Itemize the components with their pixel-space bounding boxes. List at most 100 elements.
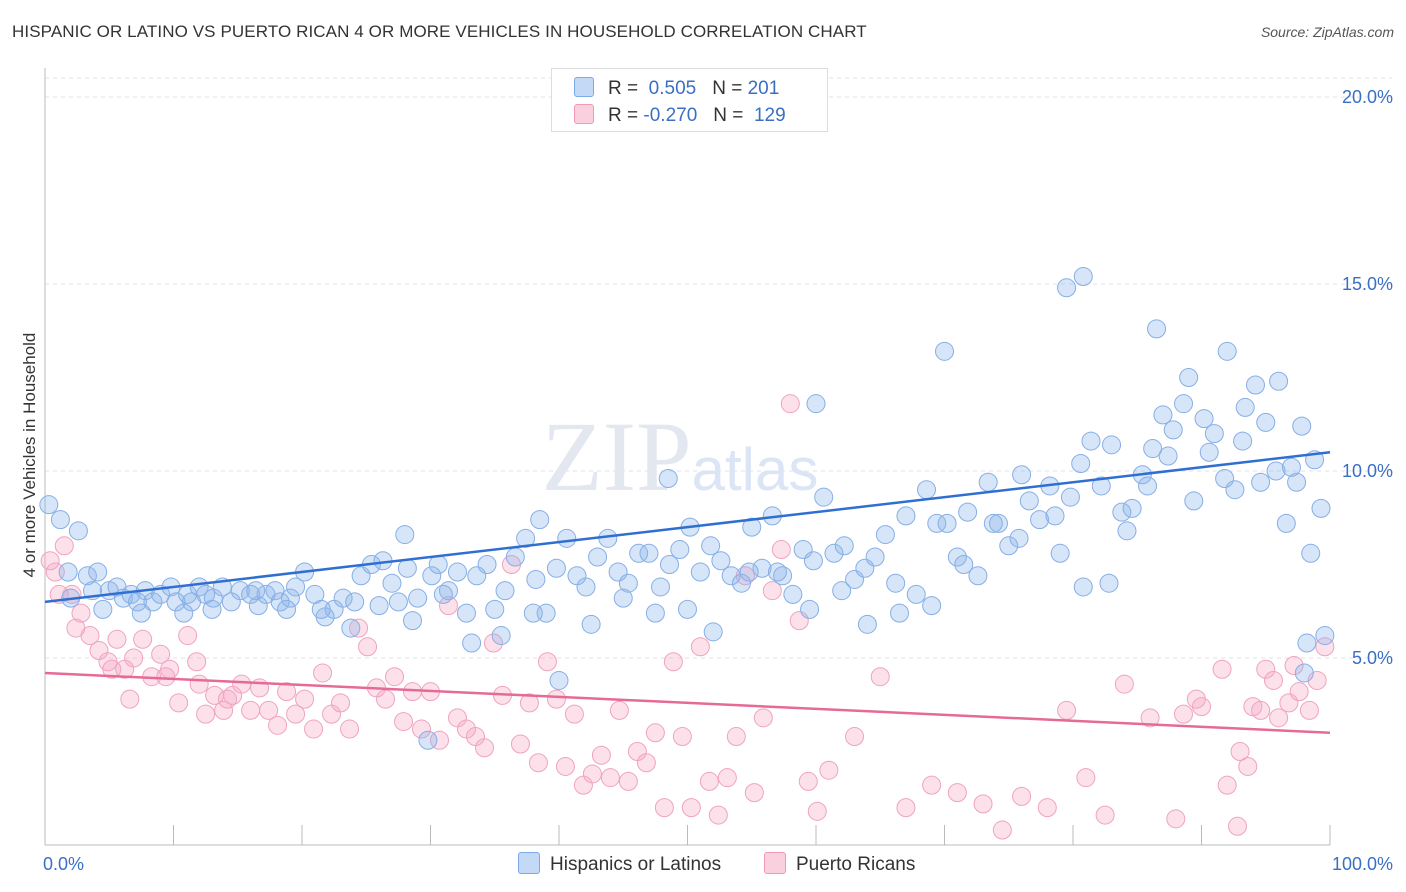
hispanic-point bbox=[230, 581, 250, 601]
hispanic-point bbox=[1179, 368, 1199, 387]
puerto-rican-point bbox=[1057, 700, 1077, 720]
puerto-rican-point bbox=[1289, 682, 1309, 702]
puerto-rican-point bbox=[992, 820, 1012, 840]
hispanic-point bbox=[576, 577, 596, 597]
hispanic-point bbox=[345, 592, 365, 612]
puerto-rican-point bbox=[331, 693, 351, 713]
hispanic-point bbox=[462, 633, 482, 653]
hispanic-point bbox=[1122, 498, 1142, 518]
hispanic-point bbox=[277, 599, 297, 619]
hispanic-point bbox=[711, 551, 731, 571]
puerto-rican-point bbox=[474, 738, 494, 758]
puerto-rican-trend-line bbox=[44, 671, 1331, 735]
hispanic-point bbox=[1292, 416, 1312, 436]
hispanic-point bbox=[742, 517, 762, 537]
puerto-rican-point bbox=[717, 768, 737, 788]
hispanic-point bbox=[77, 566, 97, 586]
hispanic-point bbox=[1050, 543, 1070, 563]
puerto-rican-point bbox=[403, 682, 423, 702]
axes bbox=[44, 68, 1331, 846]
hispanic-point bbox=[1235, 397, 1255, 417]
puerto-rican-point bbox=[66, 618, 86, 638]
hispanic-point bbox=[505, 547, 525, 567]
hispanic-point bbox=[128, 592, 148, 612]
puerto-rican-point bbox=[1230, 742, 1250, 761]
hispanic-point bbox=[660, 555, 680, 574]
hispanic-point bbox=[311, 599, 331, 619]
hispanic-point bbox=[265, 581, 285, 601]
watermark-logo: ZIPatlas bbox=[542, 401, 819, 512]
hispanic-point bbox=[1009, 528, 1029, 548]
puerto-rican-point bbox=[798, 771, 818, 791]
puerto-rican-point bbox=[187, 652, 207, 672]
puerto-rican-point bbox=[358, 637, 378, 657]
hispanic-point bbox=[388, 592, 408, 612]
n-label: N = bbox=[713, 105, 744, 126]
hispanic-point bbox=[875, 525, 895, 545]
hispanic-point bbox=[246, 581, 266, 601]
puerto-rican-point bbox=[133, 629, 153, 649]
hispanic-point bbox=[978, 472, 998, 492]
hispanic-point bbox=[983, 513, 1003, 533]
hispanic-point bbox=[557, 528, 577, 548]
hispanic-point bbox=[937, 513, 957, 533]
puerto-rican-point bbox=[349, 618, 369, 638]
bottom-legend-puerto-rican: Puerto Ricans bbox=[764, 852, 915, 876]
puerto-rican-point bbox=[412, 719, 432, 739]
hispanic-point bbox=[1225, 480, 1245, 500]
hispanic-point bbox=[1030, 510, 1050, 530]
puerto-rican-point bbox=[600, 768, 620, 788]
hispanic-point bbox=[1158, 446, 1178, 466]
puerto-rican-point bbox=[1299, 700, 1319, 720]
hispanic-point bbox=[581, 614, 601, 634]
hispanic-point bbox=[752, 558, 772, 578]
hispanic-point bbox=[857, 614, 877, 634]
n-label: N = bbox=[712, 78, 743, 99]
hispanic-point bbox=[1138, 476, 1158, 496]
hispanic-point bbox=[428, 555, 448, 574]
puerto-rican-point bbox=[340, 719, 360, 739]
hispanic-point bbox=[241, 584, 261, 604]
y-tick-label: 20.0% bbox=[1342, 87, 1393, 107]
hispanic-point bbox=[1073, 577, 1093, 597]
tick-labels: 5.0% 10.0% 15.0% 20.0% 0.0% 100.0% bbox=[43, 87, 1393, 874]
hispanic-point bbox=[1294, 663, 1314, 683]
hispanic-point bbox=[886, 573, 906, 593]
puerto-rican-point bbox=[196, 704, 216, 724]
bottom-legend-hispanic: Hispanics or Latinos bbox=[518, 852, 721, 876]
hispanic-point bbox=[369, 596, 389, 616]
hispanic-point bbox=[935, 341, 954, 361]
puerto-rican-point bbox=[672, 727, 692, 747]
puerto-rican-point bbox=[1212, 659, 1232, 679]
hispanic-point bbox=[549, 670, 569, 690]
hispanic-point bbox=[1184, 491, 1204, 511]
hispanic-point bbox=[814, 487, 834, 507]
hispanic-point bbox=[988, 513, 1008, 533]
puerto-rican-point bbox=[232, 674, 252, 694]
puerto-rican-point bbox=[708, 805, 728, 825]
legend-swatch-blue bbox=[574, 77, 594, 97]
r-value-hispanic: 0.505 bbox=[648, 78, 697, 99]
puerto-rican-point bbox=[1095, 805, 1115, 825]
hispanic-point bbox=[422, 566, 442, 586]
puerto-rican-point bbox=[537, 652, 557, 672]
hispanic-point bbox=[803, 551, 823, 571]
bottom-legend-swatch-pink bbox=[764, 852, 786, 874]
hispanic-point bbox=[1102, 435, 1122, 455]
hispanic-point bbox=[1266, 461, 1286, 481]
hispanic-point bbox=[523, 603, 543, 623]
hispanic-point bbox=[1204, 424, 1224, 444]
hispanic-point bbox=[408, 588, 428, 608]
hispanic-point bbox=[447, 562, 467, 582]
hispanic-point bbox=[767, 562, 787, 582]
r-label: R = bbox=[608, 78, 639, 99]
hispanic-point bbox=[954, 555, 974, 574]
puerto-rican-point bbox=[819, 760, 839, 780]
hispanic-point bbox=[1143, 439, 1163, 459]
hispanic-point bbox=[1045, 506, 1065, 526]
hispanic-point bbox=[131, 603, 151, 623]
hispanic-point bbox=[88, 562, 108, 582]
puerto-rican-point bbox=[807, 801, 827, 821]
hispanic-point bbox=[286, 577, 306, 597]
hispanic-point bbox=[613, 588, 633, 608]
